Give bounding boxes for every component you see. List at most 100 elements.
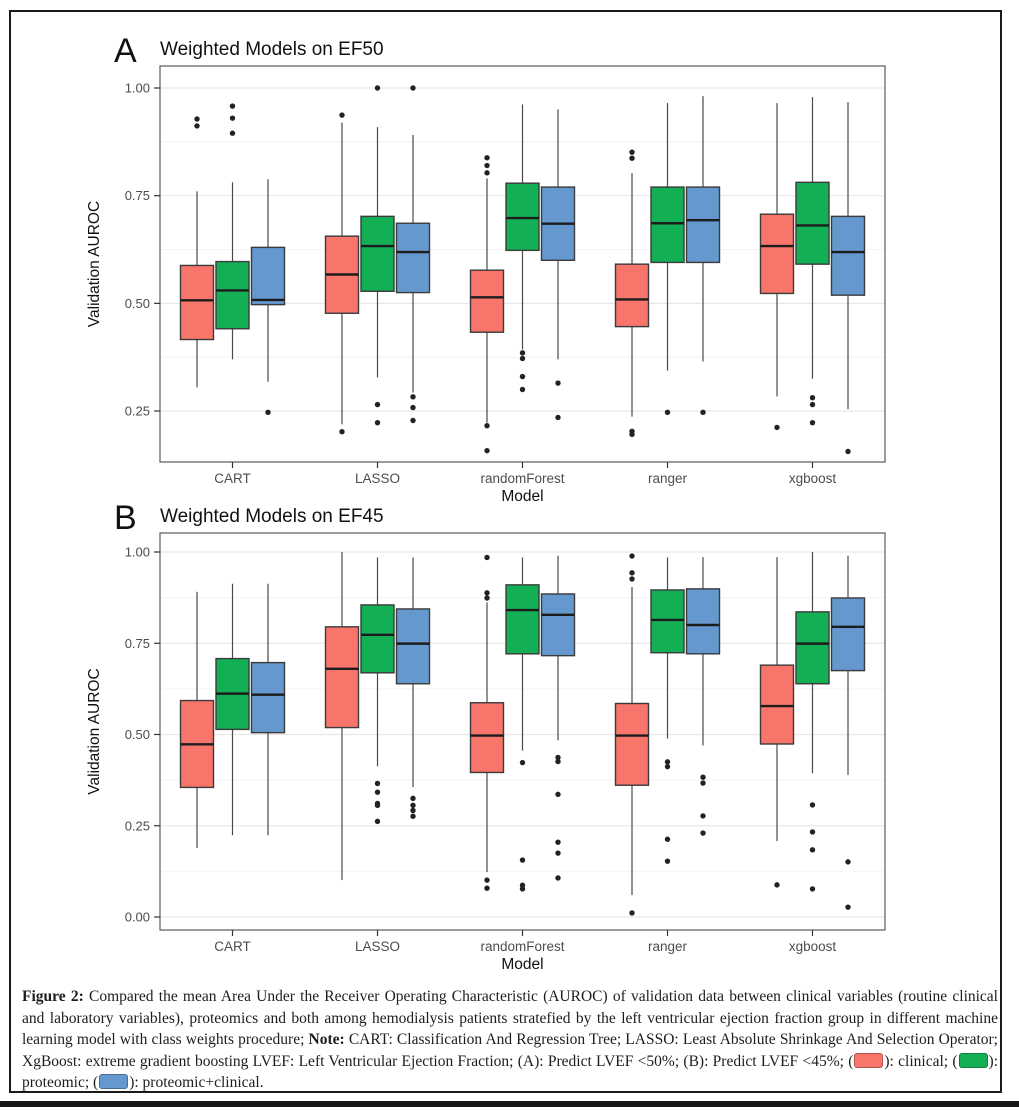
boxplot-A-ranger-proteomic+clinical bbox=[685, 96, 721, 416]
outlier-point bbox=[229, 115, 236, 121]
outlier-point bbox=[519, 886, 526, 892]
boxplot-A-randomForest-proteomic+clinical bbox=[540, 109, 576, 421]
iqr-box bbox=[324, 626, 360, 729]
outlier-point bbox=[555, 875, 561, 881]
outlier-point bbox=[484, 554, 490, 561]
iqr-box bbox=[215, 260, 250, 330]
outlier-point bbox=[809, 401, 816, 408]
outlier-point bbox=[484, 590, 490, 596]
outlier-point bbox=[664, 409, 671, 416]
outlier-point bbox=[664, 759, 671, 765]
outlier-point bbox=[555, 414, 561, 421]
boxplot-B-CART-proteomic bbox=[215, 583, 250, 836]
outlier-point bbox=[229, 130, 236, 136]
outlier-point bbox=[229, 103, 236, 109]
iqr-box bbox=[179, 264, 215, 341]
caption-segment-9: ): proteomic+clinical. bbox=[129, 1074, 264, 1091]
outlier-point bbox=[484, 885, 490, 891]
caption-segment-5: ): clinical; ( bbox=[884, 1052, 958, 1070]
iqr-box bbox=[830, 215, 866, 296]
caption-segment-7: ): proteomic; ( bbox=[22, 1052, 998, 1092]
outlier-point bbox=[484, 447, 490, 454]
outlier-point bbox=[410, 802, 416, 809]
x-tick-label: ranger bbox=[648, 471, 688, 486]
y-tick-label: 0.75 bbox=[125, 188, 150, 203]
bottom-rule bbox=[0, 1101, 1019, 1107]
boxplot-B-LASSO-proteomic bbox=[360, 557, 395, 825]
outlier-point bbox=[194, 116, 200, 122]
boxplot-A-ranger-clinical bbox=[614, 149, 650, 437]
figure-caption: Figure 2: Compared the mean Area Under t… bbox=[22, 986, 998, 1094]
outlier-point bbox=[484, 155, 490, 161]
outlier-point bbox=[774, 424, 780, 431]
boxplot-A-xgboost-proteomic bbox=[795, 97, 830, 426]
outlier-point bbox=[845, 448, 851, 455]
outlier-point bbox=[629, 570, 635, 576]
boxplot-A-LASSO-clinical bbox=[324, 112, 360, 435]
outlier-point bbox=[339, 112, 345, 118]
x-axis-title: Model bbox=[501, 956, 543, 973]
outlier-point bbox=[484, 877, 490, 883]
outlier-point bbox=[845, 859, 851, 865]
iqr-box bbox=[540, 593, 576, 657]
x-tick-label: ranger bbox=[648, 939, 688, 954]
boxplot-B-LASSO-clinical bbox=[324, 552, 360, 881]
outlier-point bbox=[629, 431, 635, 437]
iqr-box bbox=[469, 702, 505, 774]
outlier-point bbox=[629, 149, 635, 155]
caption-segment-1: Compared the mean Area Under the Receive… bbox=[22, 988, 998, 1048]
iqr-box bbox=[830, 597, 866, 672]
outlier-point bbox=[700, 409, 706, 416]
iqr-box bbox=[360, 215, 395, 292]
outlier-point bbox=[339, 428, 345, 435]
x-axis: CART LASSO randomForest ranger xgboost bbox=[214, 462, 836, 486]
iqr-box bbox=[250, 246, 286, 306]
y-axis-title: Validation AUROC bbox=[86, 201, 103, 327]
iqr-box bbox=[505, 584, 540, 655]
boxplot-A-randomForest-clinical bbox=[469, 155, 505, 454]
boxplot-A-CART-proteomic bbox=[215, 103, 250, 360]
outlier-point bbox=[374, 802, 381, 809]
outlier-point bbox=[629, 576, 635, 582]
x-axis: CART LASSO randomForest ranger xgboost bbox=[214, 930, 836, 954]
outlier-point bbox=[664, 858, 671, 864]
panel-letter: A bbox=[114, 32, 137, 70]
outlier-point bbox=[374, 818, 381, 825]
outlier-point bbox=[555, 754, 561, 761]
outlier-point bbox=[700, 813, 706, 819]
y-axis: 0.00 0.25 0.50 0.75 1.00 bbox=[125, 545, 160, 925]
iqr-box bbox=[614, 702, 650, 786]
outlier-point bbox=[519, 350, 526, 356]
y-tick-label: 1.00 bbox=[125, 545, 150, 560]
iqr-box bbox=[759, 213, 795, 295]
x-axis-title: Model bbox=[501, 488, 543, 505]
outlier-point bbox=[664, 763, 671, 770]
boxplot-A-ranger-proteomic bbox=[650, 103, 685, 416]
outlier-point bbox=[809, 847, 816, 853]
y-tick-label: 0.50 bbox=[125, 727, 150, 742]
y-axis-title: Validation AUROC bbox=[86, 668, 103, 794]
outlier-point bbox=[519, 759, 526, 766]
y-tick-label: 1.00 bbox=[125, 81, 150, 96]
outlier-point bbox=[484, 162, 490, 169]
boxplot-B-ranger-proteomic bbox=[650, 557, 685, 864]
outlier-point bbox=[410, 795, 416, 802]
iqr-box bbox=[395, 608, 431, 685]
y-axis: 0.25 0.50 0.75 1.00 bbox=[125, 81, 160, 419]
caption-segment-2: Note: bbox=[308, 1031, 349, 1048]
outlier-point bbox=[629, 155, 635, 161]
outlier-point bbox=[410, 807, 416, 814]
boxplot-A-LASSO-proteomic bbox=[360, 85, 395, 426]
outlier-point bbox=[809, 829, 816, 835]
caption-segment-0: Figure 2: bbox=[22, 988, 89, 1005]
boxplot-A-CART-proteomic+clinical bbox=[250, 179, 286, 416]
outlier-point bbox=[410, 404, 416, 411]
outlier-point bbox=[374, 789, 381, 795]
outlier-point bbox=[629, 910, 635, 916]
outlier-point bbox=[700, 780, 706, 786]
outlier-point bbox=[629, 553, 635, 559]
x-tick-label: CART bbox=[214, 939, 251, 954]
iqr-box bbox=[685, 588, 721, 655]
panel-A: A Weighted Models on EF50 0.25 0.50 0.75 1.00… bbox=[86, 32, 886, 505]
